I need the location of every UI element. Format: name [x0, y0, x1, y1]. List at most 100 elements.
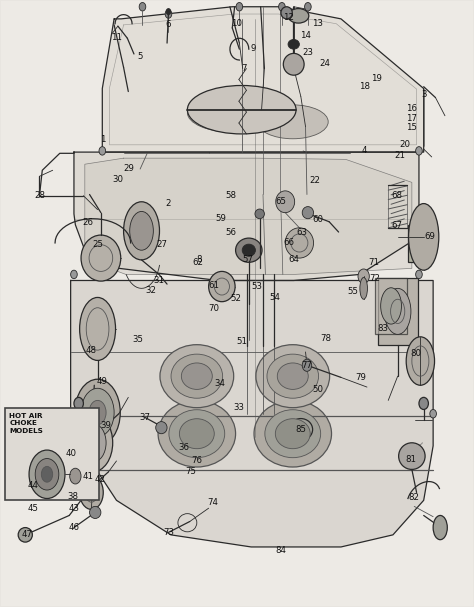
Ellipse shape [81, 388, 114, 436]
Text: 71: 71 [369, 258, 380, 267]
Text: 55: 55 [347, 287, 358, 296]
Text: 70: 70 [208, 304, 219, 313]
Text: 80: 80 [410, 348, 421, 358]
Ellipse shape [71, 270, 77, 279]
Ellipse shape [81, 235, 121, 281]
Text: 83: 83 [377, 324, 388, 333]
Text: 56: 56 [226, 228, 237, 237]
Text: 53: 53 [251, 282, 262, 291]
Ellipse shape [381, 288, 401, 324]
Ellipse shape [80, 475, 103, 509]
Ellipse shape [169, 410, 225, 458]
Text: 20: 20 [399, 140, 410, 149]
Ellipse shape [80, 297, 116, 361]
Text: 65: 65 [275, 197, 286, 206]
Text: 62: 62 [193, 258, 204, 267]
Bar [375, 278, 407, 334]
Ellipse shape [89, 401, 106, 425]
Ellipse shape [275, 419, 310, 449]
Text: 48: 48 [86, 346, 97, 355]
Ellipse shape [419, 398, 428, 410]
Text: 43: 43 [68, 504, 80, 513]
Ellipse shape [187, 86, 296, 134]
Text: 73: 73 [163, 528, 174, 537]
Ellipse shape [70, 468, 81, 484]
Text: 30: 30 [112, 175, 123, 184]
Ellipse shape [384, 288, 411, 334]
Ellipse shape [139, 2, 146, 11]
Text: 17: 17 [406, 114, 418, 123]
Text: 12: 12 [283, 13, 294, 22]
Ellipse shape [305, 2, 311, 11]
Text: 8: 8 [196, 256, 202, 265]
Ellipse shape [399, 443, 425, 469]
Text: 72: 72 [370, 274, 381, 283]
Ellipse shape [90, 506, 101, 518]
Text: 38: 38 [67, 492, 78, 501]
Ellipse shape [256, 345, 329, 408]
Text: 79: 79 [356, 373, 366, 382]
Ellipse shape [433, 515, 447, 540]
Text: 18: 18 [359, 82, 370, 91]
Ellipse shape [236, 2, 243, 11]
Ellipse shape [358, 269, 369, 283]
Text: 74: 74 [207, 498, 218, 507]
Text: 50: 50 [313, 385, 324, 394]
Text: 58: 58 [226, 191, 237, 200]
Text: 44: 44 [27, 481, 38, 490]
Ellipse shape [236, 238, 262, 262]
Text: 63: 63 [297, 228, 308, 237]
Text: 52: 52 [230, 294, 242, 303]
Text: 31: 31 [154, 276, 164, 285]
Bar [378, 278, 418, 345]
Text: 24: 24 [319, 59, 330, 68]
Ellipse shape [160, 345, 234, 408]
Text: 29: 29 [124, 164, 135, 173]
Text: 59: 59 [215, 214, 226, 223]
Text: 66: 66 [283, 239, 294, 248]
Ellipse shape [209, 271, 235, 302]
Text: 19: 19 [371, 73, 382, 83]
Text: 51: 51 [236, 336, 247, 345]
Ellipse shape [283, 53, 304, 75]
Ellipse shape [279, 2, 285, 11]
Ellipse shape [406, 337, 435, 385]
Ellipse shape [74, 398, 83, 410]
Ellipse shape [288, 8, 309, 23]
Text: 35: 35 [132, 335, 143, 344]
Polygon shape [71, 280, 433, 547]
Text: 11: 11 [111, 33, 122, 41]
Text: 76: 76 [191, 456, 202, 466]
Text: 26: 26 [82, 219, 94, 228]
Text: 25: 25 [92, 240, 103, 249]
Text: 60: 60 [313, 215, 324, 225]
Text: 16: 16 [406, 104, 418, 113]
Text: 85: 85 [295, 425, 306, 434]
Text: 21: 21 [394, 151, 406, 160]
Text: HOT AIR
CHOKE
MODELS: HOT AIR CHOKE MODELS [9, 413, 43, 433]
Ellipse shape [99, 147, 106, 155]
Ellipse shape [75, 379, 120, 446]
Text: 23: 23 [302, 48, 313, 56]
Ellipse shape [41, 466, 53, 482]
Ellipse shape [165, 10, 172, 18]
Text: 42: 42 [94, 475, 105, 484]
FancyBboxPatch shape [5, 409, 99, 500]
Text: 5: 5 [137, 52, 143, 61]
Ellipse shape [276, 191, 295, 212]
Text: 28: 28 [34, 191, 45, 200]
Text: 22: 22 [310, 176, 320, 185]
Text: 33: 33 [234, 403, 245, 412]
Ellipse shape [277, 363, 308, 390]
Ellipse shape [416, 147, 422, 155]
Ellipse shape [18, 527, 32, 542]
Text: 45: 45 [27, 504, 38, 513]
Ellipse shape [255, 209, 264, 219]
Ellipse shape [289, 419, 313, 440]
Text: 84: 84 [275, 546, 286, 555]
Text: 46: 46 [68, 523, 80, 532]
Ellipse shape [166, 8, 171, 15]
Text: 77: 77 [301, 361, 312, 370]
Bar [408, 225, 431, 262]
Ellipse shape [254, 401, 331, 467]
